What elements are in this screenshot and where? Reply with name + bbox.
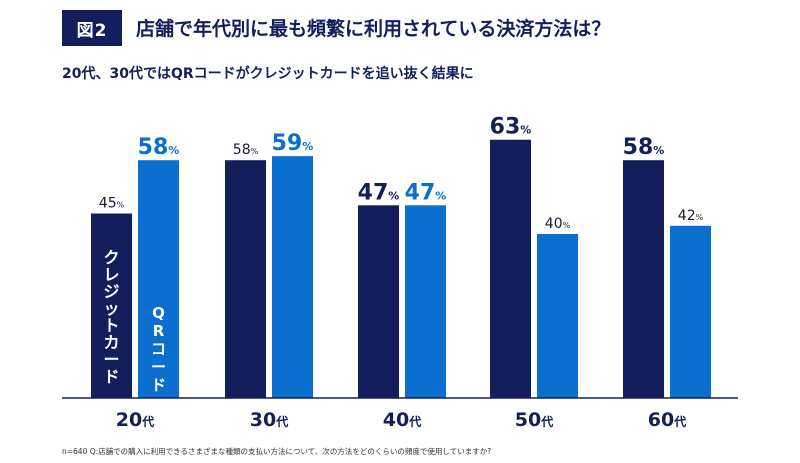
- bar-credit-30s: [225, 160, 266, 398]
- bar-qr-20s: [138, 160, 179, 398]
- figure-label: 図2: [62, 10, 122, 46]
- bar-credit-20s: [91, 213, 132, 398]
- bar-credit-40s: [358, 205, 399, 398]
- value-label: 59%: [272, 131, 314, 156]
- value-label: 63%: [490, 115, 532, 140]
- value-label: 40%: [545, 216, 571, 232]
- footnote: n=640 Q:店舗での購入に利用できるさまざまな種類の支払い方法について、次の…: [62, 447, 492, 456]
- value-label: 58%: [233, 142, 259, 158]
- series-name-qr: Q R コード: [151, 304, 166, 394]
- category-label: 50代: [515, 409, 553, 431]
- value-label: 58%: [138, 135, 180, 160]
- bar-qr-30s: [272, 156, 313, 398]
- value-label: 47%: [358, 180, 400, 205]
- chart-subtitle: 20代、30代ではQRコードがクレジットカードを追い抜く結果に: [62, 66, 474, 82]
- bar-qr-40s: [405, 205, 446, 398]
- category-label: 40代: [383, 409, 421, 431]
- series-name-credit: クレジットカード: [103, 248, 119, 386]
- category-label: 20代: [116, 409, 154, 431]
- value-label: 47%: [405, 180, 447, 205]
- value-label: 58%: [623, 135, 665, 160]
- category-label: 60代: [648, 409, 686, 431]
- chart-title: 店舗で年代別に最も頻繁に利用されている決済方法は？: [136, 18, 611, 40]
- bar-credit-60s: [623, 160, 664, 398]
- bar-qr-50s: [537, 234, 578, 398]
- bar-credit-50s: [490, 139, 531, 398]
- bar-qr-60s: [670, 225, 711, 398]
- category-label: 30代: [250, 409, 288, 431]
- value-label: 42%: [678, 208, 704, 224]
- value-label: 45%: [99, 196, 125, 212]
